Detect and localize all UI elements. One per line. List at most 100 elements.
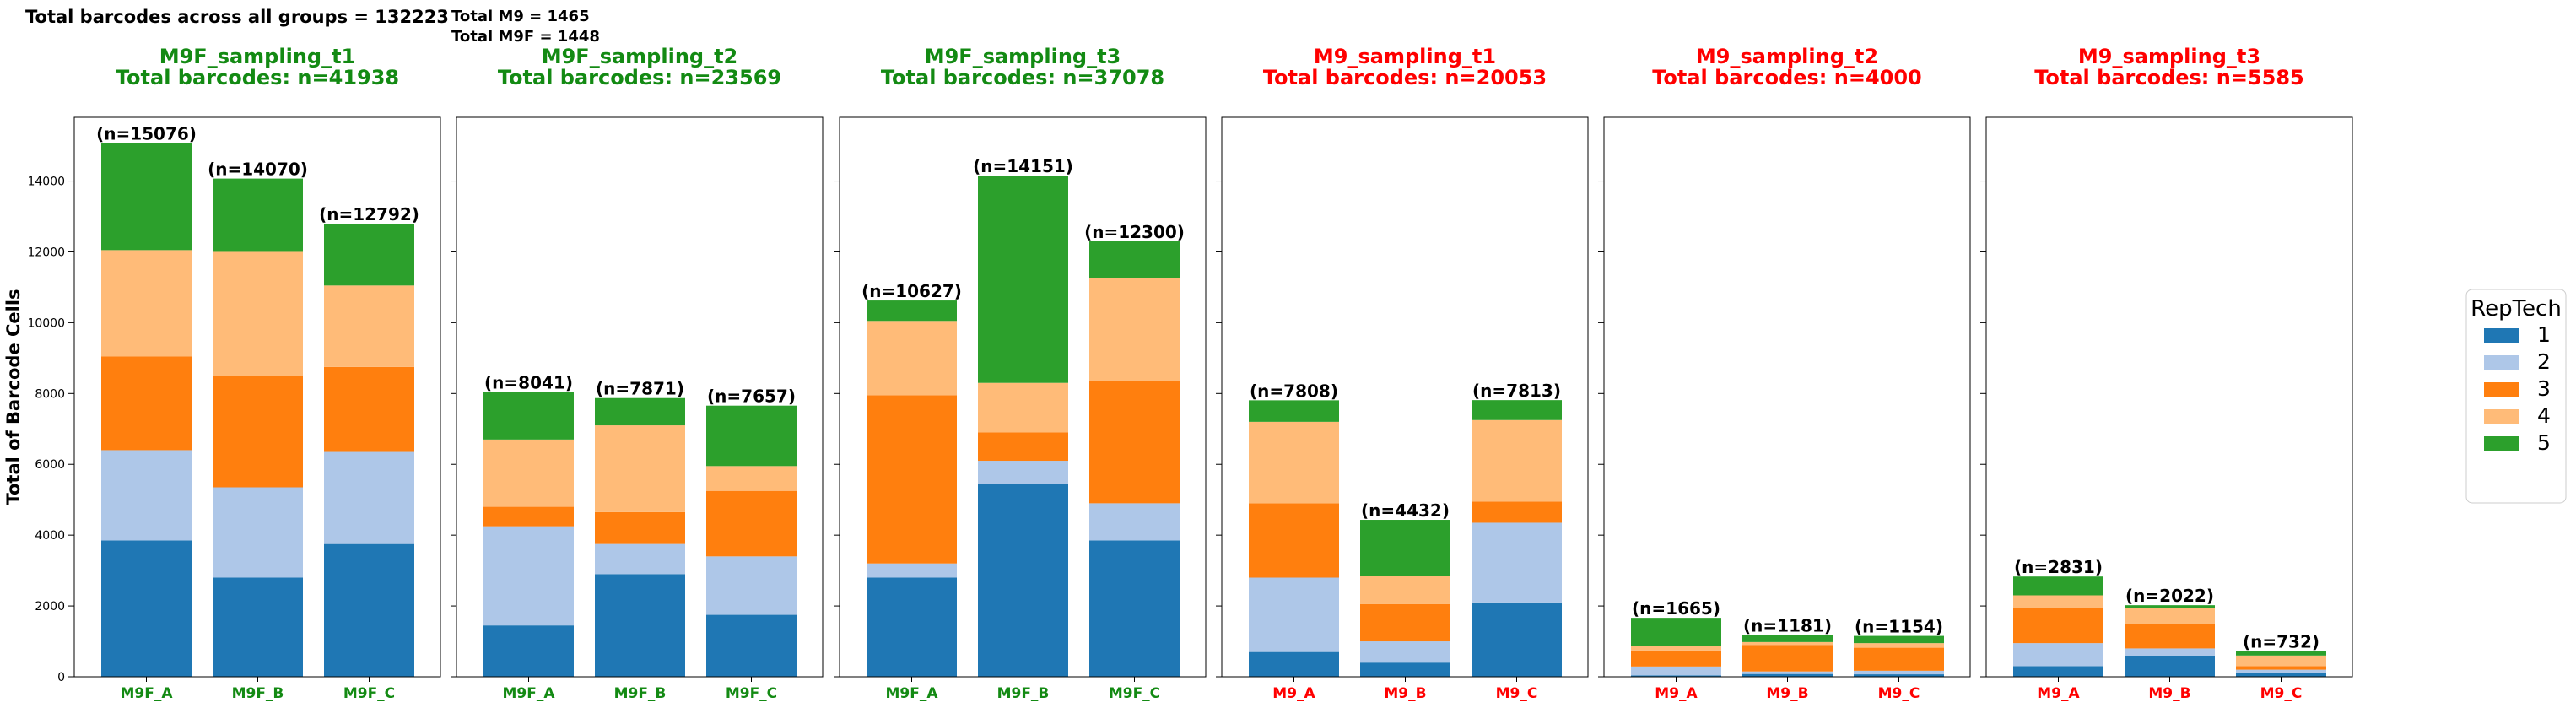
bar-segment — [867, 321, 957, 396]
bar-segment — [978, 461, 1068, 484]
bar-total-label: (n=14070) — [208, 159, 308, 180]
legend-entry: 5 — [2537, 430, 2551, 455]
bar-segment — [1631, 650, 1721, 667]
bar-segment — [706, 405, 797, 467]
legend-swatch — [2484, 328, 2519, 343]
bar-segment — [2236, 672, 2326, 677]
bar-segment — [1472, 602, 1562, 677]
bar-segment — [1249, 421, 1339, 504]
bar-total-label: (n=12792) — [319, 204, 419, 224]
bar-total-label: (n=8041) — [484, 373, 573, 393]
bar-segment — [1249, 651, 1339, 677]
bar-segment — [2125, 605, 2215, 608]
panel-title: M9F_sampling_t1 — [159, 45, 356, 68]
x-tick-label: M9F_B — [614, 685, 667, 702]
bar-total-label: (n=12300) — [1084, 222, 1185, 242]
bar-segment — [1854, 635, 1944, 644]
x-tick-label: M9F_A — [120, 685, 173, 702]
y-tick-label: 6000 — [35, 458, 65, 472]
panel-subtitle: Total barcodes: n=5585 — [2034, 66, 2304, 89]
x-tick-label: M9F_B — [997, 685, 1050, 702]
bar-total-label: (n=1154) — [1855, 617, 1943, 637]
bar-total-label: (n=7813) — [1472, 381, 1561, 401]
bar-segment — [978, 484, 1068, 677]
bar-total-label: (n=10627) — [861, 281, 962, 301]
bar-segment — [2125, 655, 2215, 677]
bar-segment — [867, 395, 957, 564]
panel-title: M9_sampling_t3 — [2078, 45, 2260, 68]
y-tick-label: 0 — [57, 671, 65, 684]
bar-segment — [2125, 608, 2215, 624]
y-tick-label: 12000 — [27, 246, 65, 259]
bar-segment — [2013, 608, 2103, 644]
bar-segment — [101, 450, 192, 541]
bar-segment — [1742, 645, 1833, 672]
legend-entry: 3 — [2537, 376, 2551, 401]
panel-title: M9_sampling_t1 — [1314, 45, 1496, 68]
bar-segment — [1854, 643, 1944, 648]
bar-total-label: (n=1665) — [1632, 598, 1720, 619]
bar-total-label: (n=4432) — [1361, 500, 1450, 521]
bar-segment — [1854, 670, 1944, 675]
legend-swatch — [2484, 436, 2519, 451]
bar-segment — [324, 451, 414, 544]
bar-segment — [2236, 655, 2326, 667]
bar-segment — [1472, 501, 1562, 523]
bar-segment — [1631, 666, 1721, 676]
x-tick-label: M9F_C — [726, 685, 777, 702]
bar-segment — [2236, 651, 2326, 656]
bar-segment — [595, 397, 685, 426]
bar-segment — [1360, 603, 1450, 642]
x-tick-label: M9_C — [1496, 685, 1538, 702]
bar-segment — [213, 251, 303, 376]
bar-segment — [2013, 666, 2103, 677]
bar-segment — [1472, 419, 1562, 502]
x-tick-label: M9_A — [1655, 685, 1698, 702]
bar-segment — [483, 526, 574, 626]
bar-segment — [1742, 641, 1833, 646]
bar-segment — [213, 487, 303, 578]
bar-segment — [101, 250, 192, 357]
bar-segment — [867, 563, 957, 578]
panel-frame — [1985, 116, 2353, 678]
legend-entry: 4 — [2537, 403, 2551, 428]
bar-segment — [1360, 641, 1450, 663]
bar-segment — [1472, 522, 1562, 603]
panel-subtitle: Total barcodes: n=20053 — [1263, 66, 1547, 89]
legend-entry: 1 — [2537, 322, 2551, 347]
bar-segment — [213, 376, 303, 488]
x-tick-label: M9F_C — [343, 685, 395, 702]
bar-total-label: (n=2022) — [2125, 586, 2214, 606]
panel-frame — [1221, 116, 1589, 678]
x-tick-label: M9_B — [1766, 685, 1808, 702]
panel-frame — [73, 116, 441, 678]
bar-segment — [1089, 241, 1180, 278]
bar-total-label: (n=7808) — [1250, 381, 1338, 401]
panel-subtitle: Total barcodes: n=41938 — [116, 66, 399, 89]
bar-segment — [483, 506, 574, 527]
y-tick-label: 2000 — [35, 600, 65, 613]
bar-segment — [1360, 520, 1450, 576]
panel-subtitle: Total barcodes: n=37078 — [881, 66, 1164, 89]
m9f-total-text: Total M9F = 1448 — [451, 28, 600, 46]
overall-total-text: Total barcodes across all groups = 13222… — [25, 7, 449, 27]
bar-segment — [324, 543, 414, 677]
x-tick-label: M9F_A — [502, 685, 555, 702]
y-axis-label: Total of Barcode Cells — [3, 289, 24, 505]
x-tick-label: M9_C — [1878, 685, 1920, 702]
bar-segment — [1360, 662, 1450, 677]
bar-segment — [1249, 577, 1339, 652]
panel-subtitle: Total barcodes: n=4000 — [1652, 66, 1922, 89]
bar-total-label: (n=1181) — [1743, 615, 1832, 635]
bar-segment — [101, 143, 192, 251]
bar-segment — [324, 224, 414, 286]
x-tick-label: M9F_A — [885, 685, 938, 702]
bar-segment — [2236, 666, 2326, 670]
bar-total-label: (n=732) — [2243, 631, 2319, 651]
y-tick-label: 10000 — [27, 316, 65, 330]
bar-segment — [483, 392, 574, 440]
m9-total-text: Total M9 = 1465 — [451, 8, 590, 25]
x-tick-label: M9_B — [2148, 685, 2190, 702]
panel-frame — [456, 116, 824, 678]
